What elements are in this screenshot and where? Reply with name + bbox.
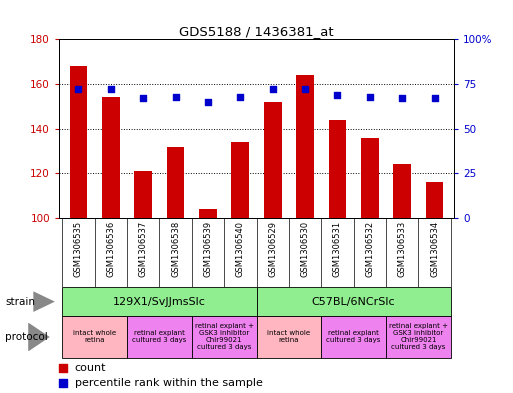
Point: [59, 365, 67, 371]
Bar: [62, 287, 256, 316]
Point: [139, 95, 147, 101]
Text: protocol: protocol: [5, 332, 48, 342]
Bar: [264, 102, 282, 218]
Point: [74, 86, 83, 92]
Text: GSM1306529: GSM1306529: [268, 221, 277, 277]
Bar: [134, 171, 152, 218]
Bar: [70, 66, 87, 218]
Text: retinal explant
cultured 3 days: retinal explant cultured 3 days: [132, 331, 187, 343]
Text: count: count: [75, 363, 106, 373]
Text: C57BL/6NCrSlc: C57BL/6NCrSlc: [312, 297, 396, 307]
Text: GSM1306536: GSM1306536: [106, 221, 115, 277]
Text: intact whole
retina: intact whole retina: [73, 331, 116, 343]
Point: [269, 86, 277, 92]
Point: [301, 86, 309, 92]
Text: percentile rank within the sample: percentile rank within the sample: [75, 378, 263, 387]
Polygon shape: [28, 323, 50, 351]
Bar: [62, 316, 127, 358]
Text: GSM1306531: GSM1306531: [333, 221, 342, 277]
Bar: [361, 138, 379, 218]
Bar: [231, 142, 249, 218]
Bar: [321, 316, 386, 358]
Text: GSM1306539: GSM1306539: [204, 221, 212, 277]
Text: retinal explant +
GSK3 inhibitor
Chir99021
cultured 3 days: retinal explant + GSK3 inhibitor Chir990…: [194, 323, 253, 351]
Bar: [386, 316, 451, 358]
Point: [204, 99, 212, 105]
Polygon shape: [33, 291, 55, 312]
Point: [430, 95, 439, 101]
Text: GSM1306534: GSM1306534: [430, 221, 439, 277]
Text: intact whole
retina: intact whole retina: [267, 331, 310, 343]
Text: retinal explant +
GSK3 inhibitor
Chir99021
cultured 3 days: retinal explant + GSK3 inhibitor Chir990…: [389, 323, 448, 351]
Point: [398, 95, 406, 101]
Bar: [256, 287, 451, 316]
Point: [107, 86, 115, 92]
Bar: [393, 165, 411, 218]
Text: GSM1306540: GSM1306540: [236, 221, 245, 277]
Text: 129X1/SvJJmsSlc: 129X1/SvJJmsSlc: [113, 297, 206, 307]
Point: [333, 92, 342, 98]
Point: [171, 94, 180, 100]
Bar: [426, 182, 443, 218]
Text: GSM1306533: GSM1306533: [398, 221, 407, 277]
Text: strain: strain: [5, 297, 35, 307]
Bar: [296, 75, 314, 218]
Text: GSM1306537: GSM1306537: [139, 221, 148, 277]
Bar: [167, 147, 185, 218]
Text: GSM1306535: GSM1306535: [74, 221, 83, 277]
Point: [59, 380, 67, 386]
Text: GSM1306532: GSM1306532: [365, 221, 374, 277]
Bar: [256, 316, 321, 358]
Bar: [328, 120, 346, 218]
Bar: [199, 209, 217, 218]
Text: GSM1306538: GSM1306538: [171, 221, 180, 277]
Text: retinal explant
cultured 3 days: retinal explant cultured 3 days: [326, 331, 381, 343]
Text: GSM1306530: GSM1306530: [301, 221, 309, 277]
Bar: [192, 316, 256, 358]
Point: [236, 94, 244, 100]
Point: [366, 94, 374, 100]
Bar: [102, 97, 120, 218]
Title: GDS5188 / 1436381_at: GDS5188 / 1436381_at: [179, 25, 334, 38]
Bar: [127, 316, 192, 358]
